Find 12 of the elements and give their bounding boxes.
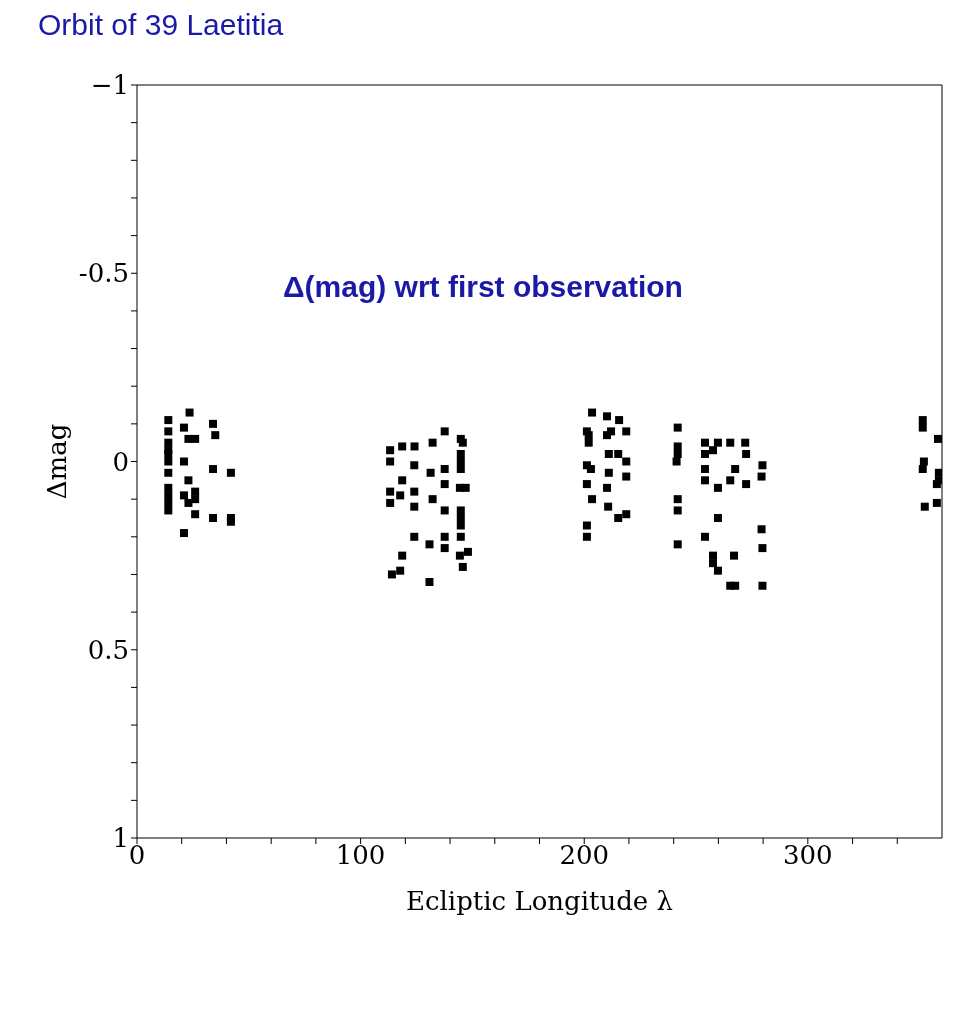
y-axis-title: Δmag	[42, 423, 73, 500]
x-tick-label: 300	[783, 840, 833, 871]
x-tick-label: 100	[335, 840, 386, 871]
x-axis-title: Ecliptic Longitude λ	[406, 886, 673, 916]
y-tick-label: 0.5	[87, 634, 129, 665]
y-tick-label: 1	[112, 823, 129, 854]
y-tick-label: -0.5	[78, 258, 129, 289]
y-tick-label: 0	[112, 446, 129, 477]
chart-title: Orbit of 39 Laetitia	[38, 8, 284, 42]
y-tick-label: −1	[90, 70, 129, 101]
annotation: Δ(mag) wrt first observation	[283, 270, 683, 304]
x-tick-label: 200	[559, 840, 610, 871]
